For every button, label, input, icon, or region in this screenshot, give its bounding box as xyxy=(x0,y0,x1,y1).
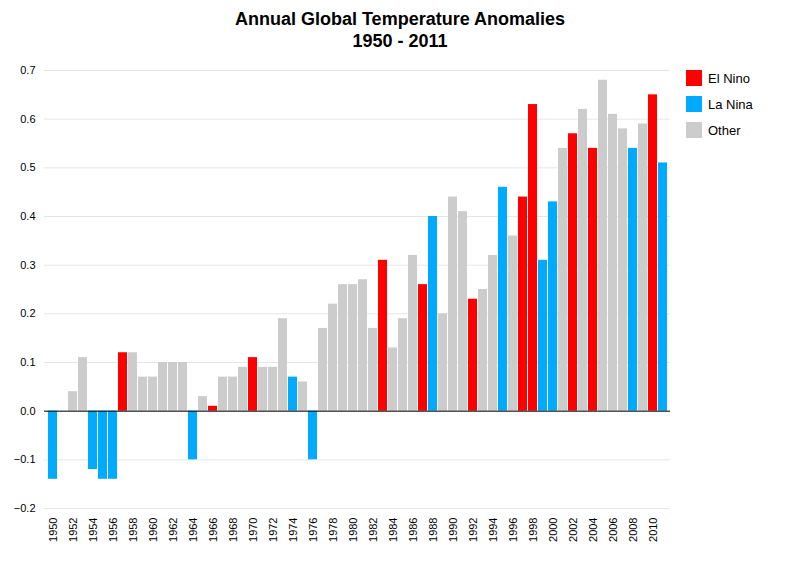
html-text:Other: Other xyxy=(708,122,741,138)
svg-text:1984: 1984 xyxy=(387,518,399,542)
html-text:El Nino: El Nino xyxy=(708,70,750,86)
svg-text:0.4: 0.4 xyxy=(20,210,35,222)
svg-text:1960: 1960 xyxy=(147,518,159,542)
svg-text:1956: 1956 xyxy=(107,518,119,542)
html-text:La Nina: La Nina xyxy=(708,96,753,112)
svg-text:1964: 1964 xyxy=(187,518,199,542)
svg-text:1982: 1982 xyxy=(367,518,379,542)
svg-text:−0.1: −0.1 xyxy=(14,453,36,465)
svg-text:−0.2: −0.2 xyxy=(14,502,36,514)
svg-text:2000: 2000 xyxy=(547,518,559,542)
svg-text:1990: 1990 xyxy=(447,518,459,542)
svg-text:1994: 1994 xyxy=(487,518,499,542)
svg-text:1968: 1968 xyxy=(227,518,239,542)
svg-text:0.0: 0.0 xyxy=(20,405,35,417)
svg-text:1978: 1978 xyxy=(327,518,339,542)
svg-text:1998: 1998 xyxy=(527,518,539,542)
svg-text:2002: 2002 xyxy=(567,518,579,542)
svg-text:0.7: 0.7 xyxy=(20,64,35,76)
svg-text:2004: 2004 xyxy=(587,518,599,542)
svg-text:1954: 1954 xyxy=(87,518,99,542)
svg-text:1992: 1992 xyxy=(467,518,479,542)
svg-text:2006: 2006 xyxy=(607,518,619,542)
svg-text:0.3: 0.3 xyxy=(20,259,35,271)
svg-text:0.2: 0.2 xyxy=(20,307,35,319)
svg-text:1988: 1988 xyxy=(427,518,439,542)
html-text:Annual Global Temperature Anom: Annual Global Temperature Anomalies 1950… xyxy=(235,9,565,51)
svg-text:2010: 2010 xyxy=(647,518,659,542)
svg-text:1980: 1980 xyxy=(347,518,359,542)
svg-text:0.6: 0.6 xyxy=(20,113,35,125)
svg-text:1972: 1972 xyxy=(267,518,279,542)
svg-text:1952: 1952 xyxy=(67,518,79,542)
svg-text:1976: 1976 xyxy=(307,518,319,542)
svg-text:2008: 2008 xyxy=(627,518,639,542)
svg-text:1974: 1974 xyxy=(287,518,299,542)
svg-text:0.1: 0.1 xyxy=(20,356,35,368)
svg-text:1966: 1966 xyxy=(207,518,219,542)
svg-text:1996: 1996 xyxy=(507,518,519,542)
svg-text:1986: 1986 xyxy=(407,518,419,542)
svg-text:1958: 1958 xyxy=(127,518,139,542)
svg-text:1962: 1962 xyxy=(167,518,179,542)
svg-text:0.5: 0.5 xyxy=(20,161,35,173)
svg-text:1950: 1950 xyxy=(47,518,59,542)
svg-text:1970: 1970 xyxy=(247,518,259,542)
